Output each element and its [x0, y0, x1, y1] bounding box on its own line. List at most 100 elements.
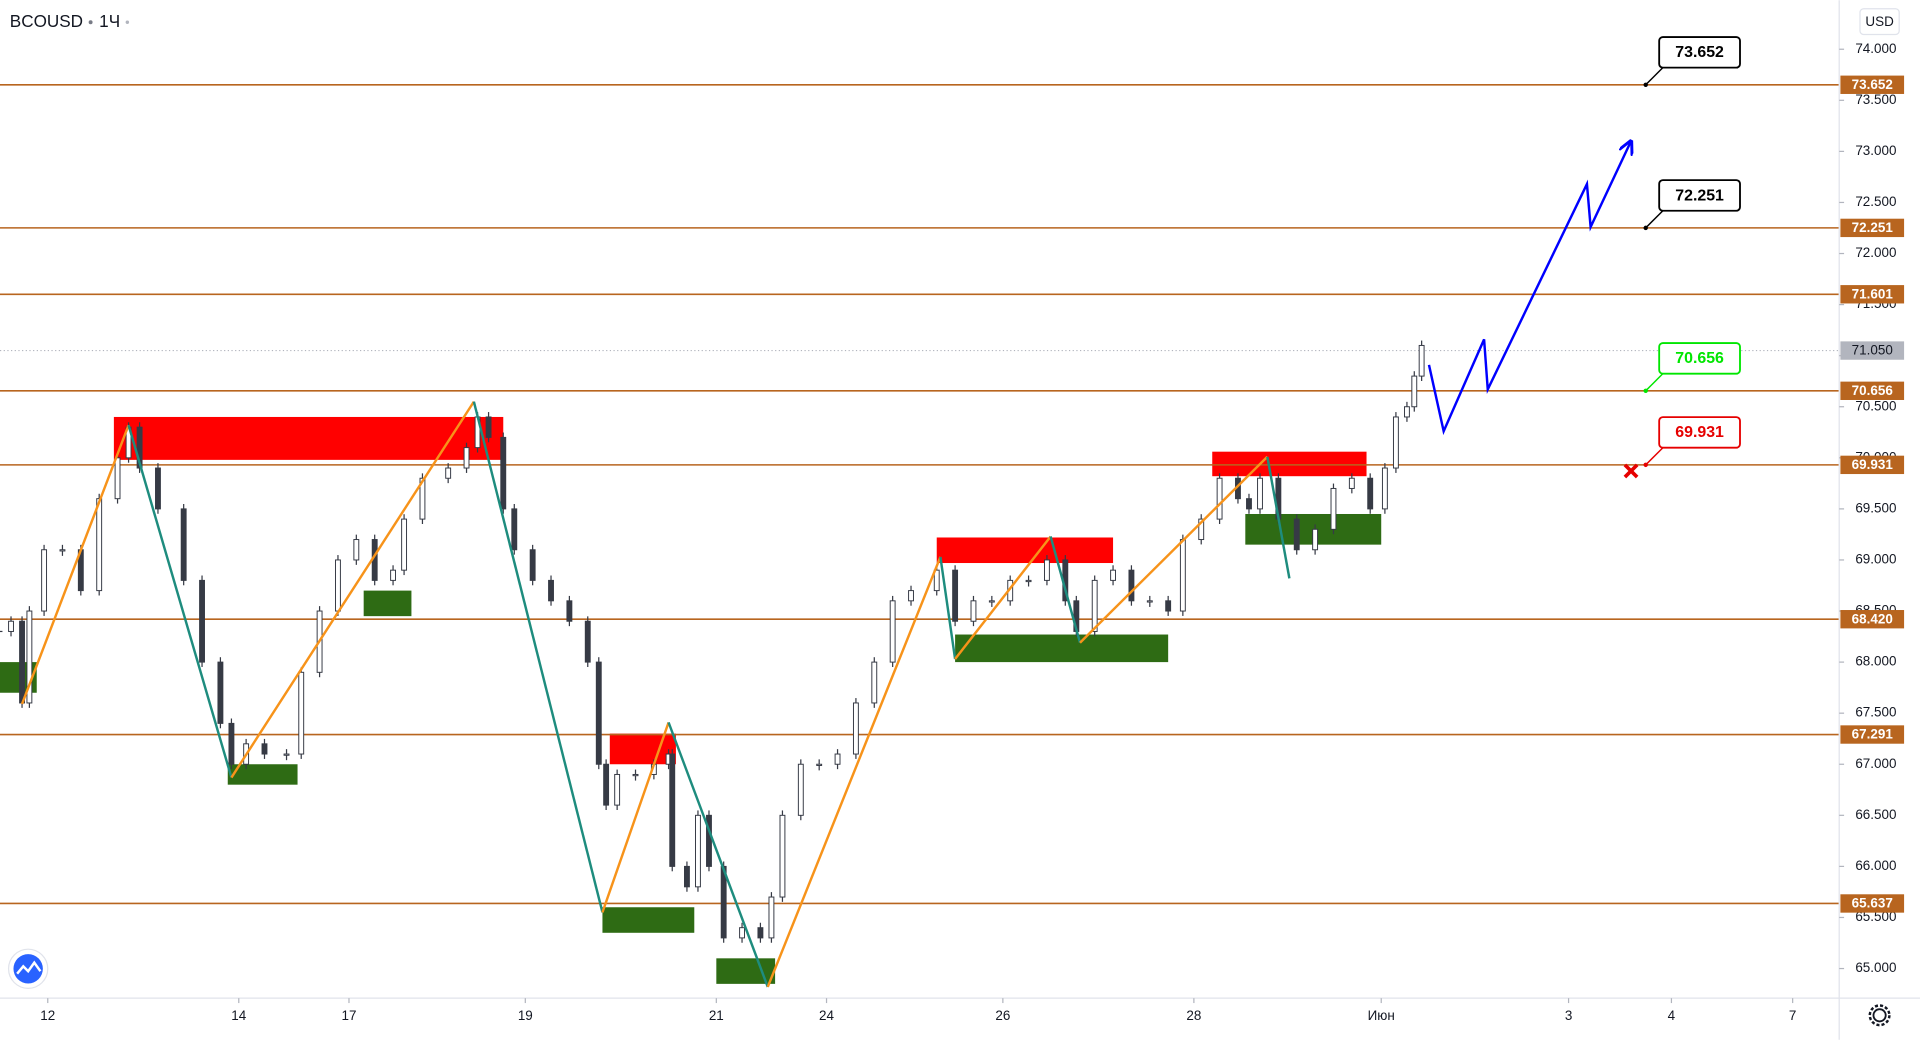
candle-body [988, 600, 995, 603]
x-tick-label: 3 [1565, 1008, 1572, 1023]
header: BCOUSD 1Ч USD [10, 8, 1900, 36]
candle-body [298, 671, 305, 755]
candle-body [114, 457, 121, 500]
symbol: BCOUSD [10, 11, 83, 31]
candle-body [1418, 344, 1425, 377]
candle-body [695, 814, 701, 888]
candle-body [1404, 406, 1410, 418]
candle-body [889, 600, 896, 663]
level-label: 70.656 [1852, 383, 1893, 398]
candle-body [1392, 416, 1399, 469]
plot-area [0, 83, 1840, 988]
candle-body [96, 498, 103, 592]
level-label: 72.251 [1852, 220, 1894, 235]
candle-body [335, 559, 341, 612]
zigzag-leg [667, 721, 769, 988]
candle-body [1025, 579, 1032, 583]
candle-body [500, 436, 507, 510]
zigzag-leg [601, 721, 670, 913]
forecast-path [1427, 141, 1631, 436]
candle-body [584, 620, 591, 663]
zone [363, 590, 412, 617]
candle-body [8, 620, 14, 632]
y-tick-label: 67.500 [1855, 705, 1896, 720]
candle-body [739, 927, 745, 939]
x-tick-label: 4 [1668, 1008, 1676, 1023]
candle-body [706, 814, 712, 867]
separator [125, 20, 130, 24]
candle-body [1348, 477, 1355, 489]
candle-body [217, 661, 224, 724]
y-tick-label: 73.500 [1855, 92, 1896, 107]
y-tick-label: 65.000 [1855, 960, 1896, 975]
candle-body [180, 508, 187, 581]
candle-body [59, 549, 66, 552]
callout-pointer [1645, 447, 1664, 466]
candle-body [19, 620, 25, 704]
level-label-box [1840, 894, 1905, 913]
candle-body [548, 579, 554, 602]
candle-body [1179, 539, 1186, 612]
candle-body [1198, 518, 1205, 541]
candle-body [1293, 518, 1300, 551]
candle-body [757, 927, 764, 939]
zigzag-leg [127, 424, 233, 778]
y-tick-label: 66.000 [1855, 858, 1896, 873]
level-label: 68.420 [1852, 611, 1893, 626]
candle-body [684, 865, 690, 888]
zigzag-leg [20, 424, 130, 705]
zone [955, 634, 1169, 663]
candle-body [1257, 477, 1263, 510]
x-tick-label: 24 [819, 1008, 834, 1023]
candle-body [871, 661, 878, 704]
level-label: 69.931 [1852, 457, 1894, 472]
candle-body [1165, 600, 1172, 612]
callout-label: 73.652 [1675, 44, 1724, 61]
level-label-box [1840, 218, 1905, 238]
candle-body [1044, 559, 1050, 581]
candle-body [1110, 569, 1116, 581]
candle-body [768, 896, 775, 939]
zigzag-leg [766, 556, 942, 988]
x-tick-label: 19 [518, 1008, 533, 1023]
candle-body [566, 600, 573, 622]
x-tick-label: 14 [231, 1008, 246, 1023]
x-tick-label: 17 [341, 1008, 356, 1023]
logo-wave [16, 960, 42, 975]
level-label-box [1840, 610, 1905, 629]
gear-teeth [1868, 1004, 1891, 1027]
x-tick-label: Июн [1368, 1008, 1395, 1023]
currency-box[interactable] [1859, 8, 1900, 36]
callout-box [1658, 342, 1741, 375]
y-tick-label: 72.500 [1855, 194, 1896, 209]
x-tick-label: 12 [40, 1008, 55, 1023]
zone [936, 537, 1114, 564]
candle-body [970, 600, 977, 622]
candle-body [779, 814, 786, 898]
currency: USD [1865, 14, 1894, 29]
settings-gear[interactable] [1868, 1004, 1891, 1027]
callout-label: 72.251 [1675, 187, 1724, 204]
y-tick-label: 67.000 [1855, 756, 1896, 771]
x-tick-label: 7 [1789, 1008, 1796, 1023]
candle-body [401, 518, 408, 571]
candle-body [834, 753, 841, 765]
zigzag-leg [939, 556, 957, 660]
candle-body [1381, 467, 1388, 510]
level-label: 71.601 [1852, 286, 1894, 301]
candle-body [603, 763, 610, 806]
logo[interactable] [7, 948, 49, 989]
candle-body [26, 610, 33, 704]
y-tick-label: 70.500 [1855, 398, 1896, 413]
y-tick-label: 65.500 [1855, 909, 1896, 924]
callout-box [1658, 179, 1741, 212]
y-tick-label: 66.500 [1855, 807, 1896, 822]
callout-pointer [1645, 373, 1664, 392]
callout-label: 70.656 [1675, 350, 1724, 367]
candle-body [1128, 569, 1135, 602]
level-label: 73.652 [1852, 77, 1893, 92]
zone [1212, 451, 1367, 477]
